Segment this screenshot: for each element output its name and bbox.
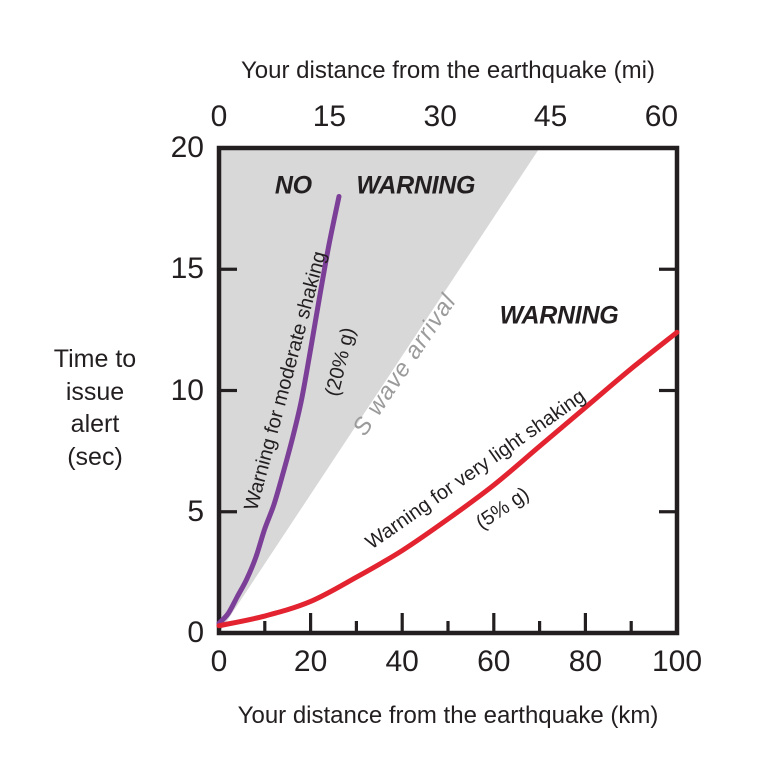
y-axis-tick-label: 10: [170, 373, 204, 407]
top-axis-tick-label: 30: [423, 100, 457, 133]
plot-border: [216, 145, 680, 636]
top-axis-title: Your distance from the earthquake (mi): [241, 57, 655, 84]
bottom-axis-tick-label: 40: [385, 645, 419, 678]
top-axis-tick-label: 45: [533, 100, 568, 133]
y-axis-title: Time to issue alert (sec): [53, 345, 137, 471]
y-axis-tick-label: 20: [170, 131, 204, 164]
no-warning-region-shape: [219, 148, 540, 633]
bottom-axis-tick-label: 20: [293, 645, 328, 678]
moderate-shaking-curve: [216, 194, 342, 626]
y-axis-tick-label: 0: [187, 616, 204, 649]
y-axis-tick-label: 5: [187, 494, 204, 528]
bottom-axis-tick-label: 80: [568, 645, 603, 678]
warning-region-label: WARNING: [499, 301, 619, 330]
bottom-axis-tick-label: 0: [210, 645, 228, 678]
top-axis-tick-label: 15: [312, 100, 347, 133]
y-axis-tick-label: 15: [170, 252, 204, 286]
bottom-axis-title: Your distance from the earthquake (km): [237, 702, 659, 729]
top-axis-tick-label: 60: [644, 100, 679, 133]
light-shaking-curve: [216, 329, 680, 629]
no-warning-region-label: NO WARNING: [274, 171, 476, 200]
top-axis-tick-label: 0: [210, 100, 228, 133]
bottom-axis-tick-label: 100: [651, 645, 703, 678]
bottom-axis-tick-label: 60: [477, 645, 511, 678]
